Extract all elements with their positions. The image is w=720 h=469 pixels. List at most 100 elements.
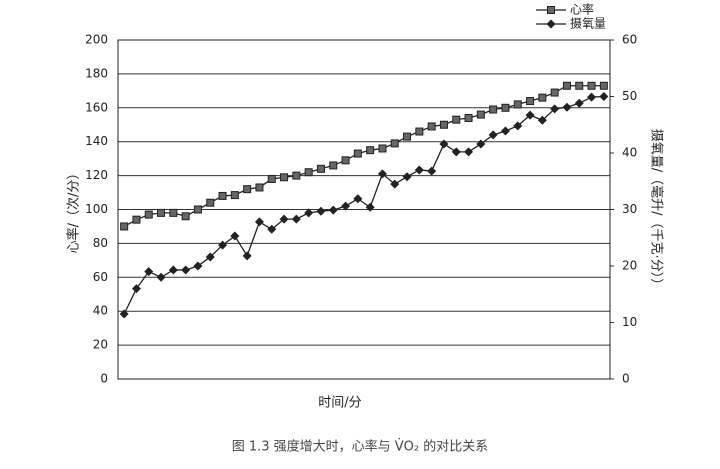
marker [501, 103, 510, 112]
marker [403, 132, 412, 141]
marker [562, 81, 571, 90]
marker [587, 92, 597, 102]
legend-label: 摄氧量 [570, 16, 606, 31]
marker [550, 104, 560, 114]
plot-frame [117, 39, 611, 380]
marker [120, 222, 129, 231]
marker [254, 217, 264, 227]
y-tick-label: 20 [93, 338, 108, 352]
marker [452, 115, 461, 124]
marker [119, 309, 129, 319]
marker [476, 110, 485, 119]
x-axis-label: 时间/分 [318, 396, 361, 411]
marker [489, 105, 498, 114]
y2-tick-label: 50 [622, 89, 637, 103]
marker [439, 139, 449, 149]
marker [255, 183, 264, 192]
y2-tick-label: 40 [622, 146, 637, 160]
marker [526, 97, 535, 106]
marker [402, 172, 412, 182]
series-line [123, 85, 604, 228]
marker [599, 81, 608, 90]
marker [243, 185, 252, 194]
marker [451, 147, 461, 157]
marker [132, 215, 141, 224]
marker [414, 165, 424, 175]
y2-tick-label: 60 [622, 33, 637, 47]
marker [341, 156, 350, 165]
marker [267, 224, 277, 234]
marker [193, 205, 202, 214]
marker [550, 88, 559, 97]
marker [304, 168, 313, 177]
y-tick-label: 140 [85, 134, 108, 148]
y2-axis-label: 摄氧量/（毫升/（千克·分）） [649, 129, 665, 291]
y-axis-label: 心率/（次/分） [66, 167, 82, 254]
marker [562, 102, 572, 112]
marker [230, 191, 239, 200]
marker [427, 122, 436, 131]
marker [156, 272, 166, 282]
marker [377, 169, 387, 179]
marker [144, 267, 154, 277]
marker [341, 201, 351, 211]
marker [599, 92, 609, 101]
marker [365, 202, 375, 212]
legend-label: 心率 [570, 2, 594, 17]
y-tick-label: 100 [85, 202, 108, 216]
y-tick-label: 200 [85, 33, 108, 47]
marker [513, 100, 522, 109]
marker [157, 208, 166, 217]
marker [230, 231, 240, 241]
y-tick-label: 80 [93, 236, 108, 250]
marker [575, 81, 584, 90]
marker [378, 144, 387, 153]
marker [366, 146, 375, 155]
marker [488, 130, 498, 140]
marker [353, 194, 363, 204]
marker [464, 147, 474, 157]
marker [439, 120, 448, 129]
marker [328, 205, 338, 215]
marker [329, 161, 338, 170]
marker [476, 139, 486, 149]
marker [316, 206, 326, 216]
y-tick-label: 60 [93, 270, 108, 284]
marker [574, 98, 584, 108]
y-tick-label: 40 [93, 304, 108, 318]
y-tick-label: 180 [85, 66, 108, 80]
marker [218, 191, 227, 200]
marker [267, 174, 276, 183]
marker [144, 210, 153, 219]
marker [525, 110, 535, 120]
y-tick-label: 0 [100, 372, 108, 386]
marker [304, 208, 314, 218]
marker [205, 252, 215, 262]
y2-tick-label: 10 [622, 315, 637, 329]
marker [316, 164, 325, 173]
marker [242, 251, 252, 261]
marker [464, 113, 473, 122]
marker [292, 171, 301, 180]
marker [353, 149, 362, 158]
marker [390, 139, 399, 148]
marker [169, 208, 178, 217]
marker [181, 265, 191, 275]
marker [206, 198, 215, 207]
marker [513, 121, 523, 131]
marker [218, 240, 228, 250]
legend-marker [546, 19, 556, 29]
marker [291, 214, 301, 224]
marker [181, 212, 190, 221]
marker [279, 214, 289, 224]
marker [500, 126, 510, 136]
marker [131, 284, 141, 294]
marker [415, 127, 424, 136]
y2-tick-label: 20 [622, 259, 637, 273]
caption: 图 1.3 强度增大时，心率与 V̇O₂ 的对比关系 [232, 439, 489, 455]
y2-tick-label: 30 [622, 202, 637, 216]
y-tick-label: 120 [85, 168, 108, 182]
marker [537, 115, 547, 125]
marker [193, 261, 203, 271]
